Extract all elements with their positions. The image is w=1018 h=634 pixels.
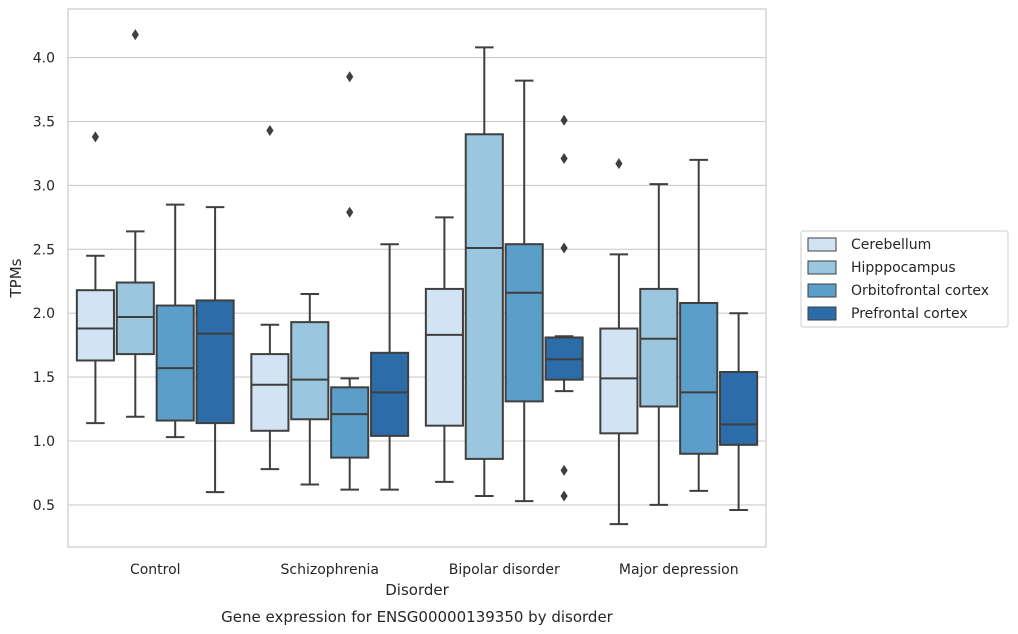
box-iqr [464,133,504,460]
x-tick-label: Schizophrenia [281,562,379,578]
box-1-3 [370,243,410,491]
y-tick-label: 0.5 [33,498,55,514]
box-iqr [719,370,759,446]
y-tick-label: 2.5 [33,242,55,258]
y-tick-label: 1.0 [33,434,55,450]
y-tick-label: 4.0 [33,51,55,67]
box-3-1 [639,183,679,506]
box-2-0 [424,216,464,483]
box-0-1 [115,29,155,418]
box-iqr [115,281,155,356]
box-2-3 [544,114,584,502]
outlier-point [131,29,139,41]
y-tick-label: 3.0 [33,178,55,194]
y-tick-label: 1.5 [33,370,55,386]
plot-area-frame [67,8,767,548]
legend-label: Orbitofrontal cortex [851,283,989,299]
outlier-point [346,71,354,83]
x-axis-label: Disorder [385,581,449,599]
legend-swatch [807,283,837,298]
y-tick-label: 2.0 [33,306,55,322]
box-1-2 [330,71,370,491]
box-iqr [250,353,290,432]
outlier-point [560,153,568,165]
outlier-point [346,206,354,218]
box-iqr [679,301,719,455]
outlier-point [560,490,568,502]
box-0-0 [75,131,115,425]
box-3-2 [679,158,719,492]
legend-label: Prefrontal cortex [851,306,968,322]
outlier-point [560,464,568,476]
box-1-1 [290,293,330,486]
box-iqr [370,351,410,437]
box-iqr [195,299,235,425]
y-axis-label: TPMs [7,258,25,298]
legend-frame [800,230,1009,328]
outlier-point [560,114,568,126]
x-tick-label: Bipolar disorder [449,562,560,578]
box-3-0 [599,158,639,526]
legend-swatch [807,260,837,275]
y-tick-label: 3.5 [33,115,55,131]
box-iqr [155,304,195,422]
box-2-2 [504,79,544,503]
box-marks [75,29,759,526]
chart-caption: Gene expression for ENSG00000139350 by d… [221,608,614,626]
box-iqr [599,327,639,435]
legend-swatch [807,306,837,321]
box-3-3 [719,312,759,512]
box-iqr [330,386,370,459]
y-tick-labels: 0.5 1.0 1.5 2.0 2.5 3.0 3.5 4.0 [33,51,55,514]
box-1-0 [250,124,290,471]
x-tick-labels: Control Schizophrenia Bipolar disorder Majo… [130,562,739,578]
legend: Cerebellum Hipppocampus Orbitofrontal cort… [800,230,1009,328]
box-iqr [290,321,330,421]
box-0-2 [155,203,195,439]
x-tick-label: Major depression [619,562,739,578]
legend-label: Cerebellum [851,237,931,253]
box-iqr [75,289,115,362]
legend-swatch [807,237,837,252]
box-iqr [424,287,464,427]
outlier-point [560,242,568,254]
outlier-point [615,158,623,170]
box-iqr [639,287,679,408]
box-iqr [504,243,544,403]
legend-label: Hipppocampus [851,260,956,276]
box-0-3 [195,206,235,494]
outlier-point [91,131,99,143]
outlier-point [266,124,274,136]
box-2-1 [464,46,504,497]
x-tick-label: Control [130,562,181,578]
